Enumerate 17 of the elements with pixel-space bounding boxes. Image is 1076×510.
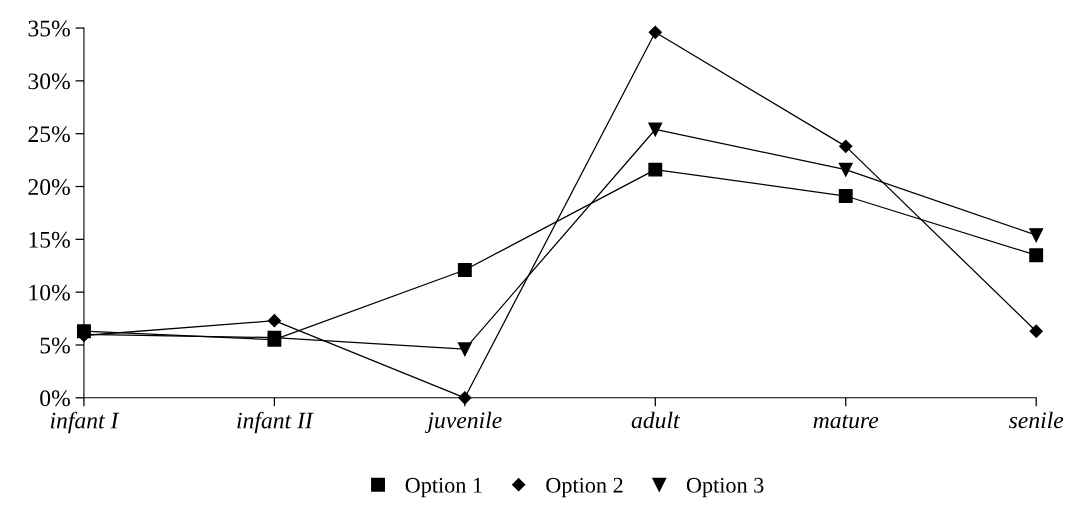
x-tick-label: infant I bbox=[50, 411, 120, 434]
legend-label: Option 1 bbox=[405, 477, 482, 498]
y-tick-label: 0% bbox=[40, 390, 70, 407]
y-tick-label: 5% bbox=[40, 337, 70, 354]
y-tick-label: 30% bbox=[28, 73, 70, 90]
x-tick-label: juvenile bbox=[424, 411, 502, 434]
x-tick-label: infant II bbox=[237, 411, 314, 434]
legend-label: Option 2 bbox=[546, 477, 623, 498]
y-tick-label: 20% bbox=[28, 179, 70, 196]
y-tick-label: 15% bbox=[29, 231, 70, 248]
legend-label: Option 3 bbox=[686, 477, 764, 498]
x-tick-label: mature bbox=[813, 414, 879, 429]
y-tick-label: 10% bbox=[29, 284, 70, 301]
y-tick-label: 35% bbox=[28, 20, 70, 37]
y-tick-label: 25% bbox=[28, 126, 70, 143]
x-tick-label: senile bbox=[1008, 411, 1064, 429]
x-tick-label: adult bbox=[631, 411, 681, 429]
